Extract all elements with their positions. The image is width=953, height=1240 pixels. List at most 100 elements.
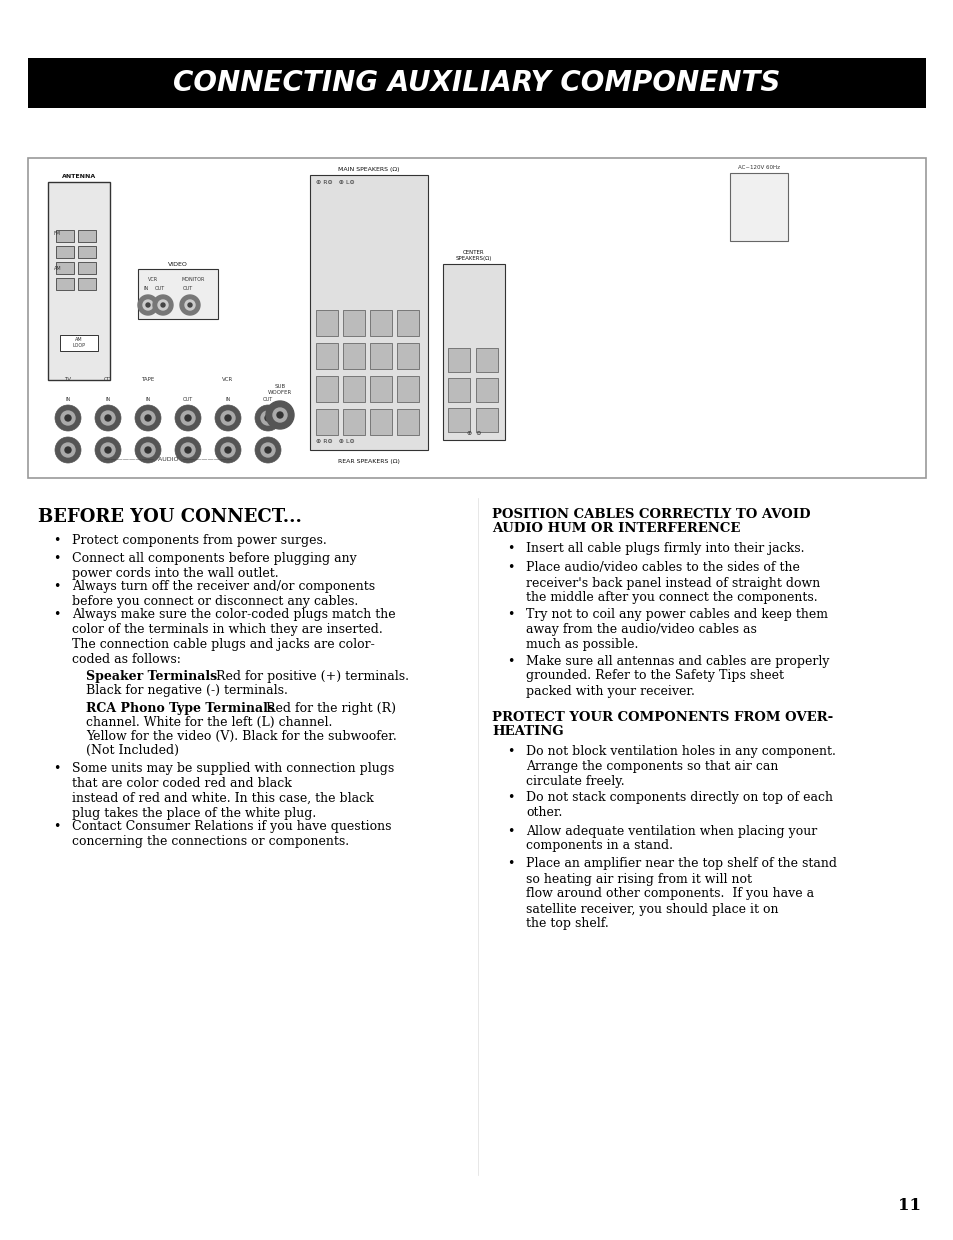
Text: Protect components from power surges.: Protect components from power surges.: [71, 534, 327, 547]
Text: Make sure all antennas and cables are properly
grounded. Refer to the Safety Tip: Make sure all antennas and cables are pr…: [525, 655, 828, 697]
Text: RCA Phono Type Terminals: RCA Phono Type Terminals: [86, 702, 274, 715]
Circle shape: [65, 446, 71, 453]
Circle shape: [152, 295, 172, 315]
Circle shape: [141, 443, 154, 458]
Text: Black for negative (-) terminals.: Black for negative (-) terminals.: [86, 684, 288, 697]
Circle shape: [265, 446, 271, 453]
Bar: [315, 409, 337, 435]
Circle shape: [61, 443, 75, 458]
Text: ⊕ R⊖   ⊕ L⊖: ⊕ R⊖ ⊕ L⊖: [315, 180, 355, 185]
Bar: [48, 182, 110, 381]
Bar: [370, 376, 392, 402]
Circle shape: [214, 405, 241, 432]
Text: Place audio/video cables to the sides of the
receiver's back panel instead of st: Place audio/video cables to the sides of…: [525, 562, 820, 605]
Bar: [315, 343, 337, 370]
Text: Try not to coil any power cables and keep them
away from the audio/video cables : Try not to coil any power cables and kee…: [525, 608, 827, 651]
Text: •: •: [53, 534, 61, 547]
Text: REAR SPEAKERS (Ω): REAR SPEAKERS (Ω): [337, 459, 399, 464]
Bar: [310, 175, 428, 450]
Circle shape: [101, 410, 115, 425]
Bar: [476, 378, 497, 402]
Text: Red for the right (R): Red for the right (R): [257, 702, 395, 715]
Bar: [476, 408, 497, 432]
Text: IN: IN: [105, 397, 111, 402]
Circle shape: [225, 415, 231, 422]
Circle shape: [105, 446, 111, 453]
Circle shape: [65, 415, 71, 422]
Circle shape: [105, 415, 111, 422]
Text: IN: IN: [66, 397, 71, 402]
Text: Always make sure the color-coded plugs match the
color of the terminals in which: Always make sure the color-coded plugs m…: [71, 608, 395, 666]
Text: OUT: OUT: [263, 397, 273, 402]
Text: •: •: [53, 608, 61, 621]
Circle shape: [180, 295, 200, 315]
Circle shape: [276, 412, 283, 418]
Bar: [78, 229, 96, 242]
Text: ————————  AUDIO  ————————: ———————— AUDIO ————————: [104, 458, 232, 463]
Bar: [476, 348, 497, 372]
Text: TAPE: TAPE: [141, 377, 154, 382]
Circle shape: [146, 303, 150, 308]
Circle shape: [221, 443, 234, 458]
Bar: [343, 376, 365, 402]
Bar: [370, 343, 392, 370]
Text: OUT: OUT: [183, 286, 193, 291]
Text: IN: IN: [143, 286, 149, 291]
Text: Always turn off the receiver and/or components
before you connect or disconnect : Always turn off the receiver and/or comp…: [71, 580, 375, 608]
Text: (Not Included): (Not Included): [86, 744, 179, 756]
Bar: [370, 409, 392, 435]
Bar: [448, 408, 470, 432]
Bar: [56, 246, 74, 258]
Text: Do not block ventilation holes in any component.
Arrange the components so that : Do not block ventilation holes in any co…: [525, 745, 835, 787]
Circle shape: [185, 300, 194, 310]
Text: SUB
WOOFER: SUB WOOFER: [268, 384, 292, 396]
Text: VCR: VCR: [222, 377, 233, 382]
Text: •: •: [53, 820, 61, 833]
Circle shape: [254, 436, 281, 463]
Circle shape: [254, 405, 281, 432]
Text: •: •: [507, 858, 515, 870]
Text: •: •: [53, 580, 61, 593]
Bar: [28, 58, 925, 108]
Circle shape: [266, 401, 294, 429]
Circle shape: [95, 436, 121, 463]
Text: ⊕ R⊖   ⊕ L⊖: ⊕ R⊖ ⊕ L⊖: [315, 439, 355, 444]
Bar: [396, 310, 418, 336]
Circle shape: [221, 410, 234, 425]
Circle shape: [265, 415, 271, 422]
Text: channel. White for the left (L) channel.: channel. White for the left (L) channel.: [86, 715, 332, 729]
Text: CENTER
SPEAKERS(Ω): CENTER SPEAKERS(Ω): [456, 250, 492, 260]
Text: CD: CD: [104, 377, 112, 382]
Bar: [28, 157, 925, 477]
Circle shape: [55, 405, 81, 432]
Bar: [56, 229, 74, 242]
Text: ANTENNA: ANTENNA: [62, 174, 96, 179]
Circle shape: [185, 415, 191, 422]
Text: MONITOR: MONITOR: [181, 277, 205, 281]
Circle shape: [174, 405, 201, 432]
Text: AM
LOOP: AM LOOP: [72, 337, 86, 348]
Circle shape: [261, 410, 274, 425]
Bar: [396, 343, 418, 370]
Text: Yellow for the video (V). Black for the subwoofer.: Yellow for the video (V). Black for the …: [86, 730, 396, 743]
Circle shape: [141, 410, 154, 425]
Text: •: •: [507, 562, 515, 574]
Text: Red for positive (+) terminals.: Red for positive (+) terminals.: [208, 670, 409, 683]
Text: AM: AM: [54, 267, 62, 272]
Text: PROTECT YOUR COMPONENTS FROM OVER-: PROTECT YOUR COMPONENTS FROM OVER-: [492, 711, 832, 724]
Text: OUT: OUT: [154, 286, 165, 291]
Text: IN: IN: [225, 397, 231, 402]
Circle shape: [185, 446, 191, 453]
Text: FM: FM: [54, 231, 61, 236]
Text: VCR: VCR: [148, 277, 158, 281]
Text: •: •: [53, 552, 61, 565]
Bar: [729, 174, 787, 241]
Bar: [56, 278, 74, 289]
Circle shape: [135, 436, 161, 463]
Circle shape: [181, 410, 194, 425]
Circle shape: [188, 303, 192, 308]
Text: •: •: [507, 791, 515, 805]
Text: •: •: [53, 763, 61, 775]
Text: TV: TV: [65, 377, 71, 382]
Circle shape: [214, 436, 241, 463]
